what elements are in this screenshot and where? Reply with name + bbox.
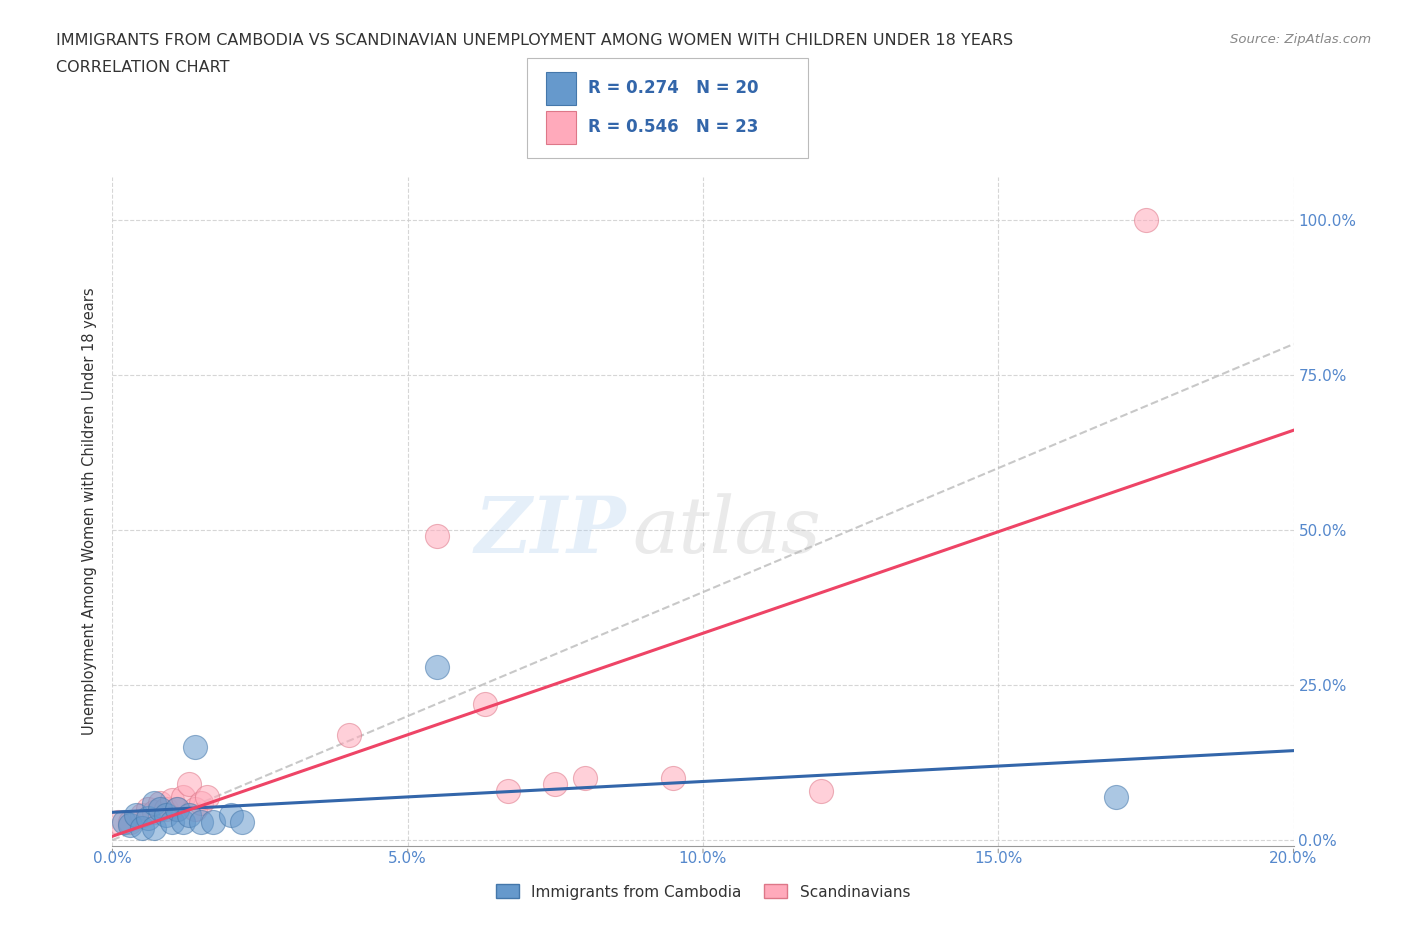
Point (496, 783, 519, 798)
Point (136, 802, 159, 817)
Point (172, 814, 194, 829)
Point (155, 808, 177, 823)
Point (142, 820, 165, 835)
Point (149, 795, 172, 810)
Point (426, 659, 449, 674)
Point (195, 790, 218, 804)
Point (219, 808, 242, 823)
Point (201, 814, 224, 829)
Legend: Immigrants from Cambodia, Scandinavians: Immigrants from Cambodia, Scandinavians (489, 878, 917, 906)
Point (172, 790, 194, 804)
Text: Source: ZipAtlas.com: Source: ZipAtlas.com (1230, 33, 1371, 46)
Point (574, 771, 596, 786)
Point (190, 814, 212, 829)
Point (426, 529, 449, 544)
Text: atlas: atlas (633, 494, 821, 570)
Point (120, 814, 142, 829)
Point (120, 817, 142, 832)
Point (231, 814, 253, 829)
Text: CORRELATION CHART: CORRELATION CHART (56, 60, 229, 75)
Point (136, 811, 159, 826)
Text: R = 0.274   N = 20: R = 0.274 N = 20 (588, 79, 758, 98)
Point (131, 820, 153, 835)
Point (166, 802, 188, 817)
Point (125, 808, 148, 823)
Point (810, 783, 832, 798)
Point (1135, 213, 1157, 228)
Point (184, 739, 207, 754)
Point (166, 802, 188, 817)
Text: ZIP: ZIP (475, 493, 626, 570)
Point (149, 802, 172, 817)
Point (179, 777, 201, 791)
Point (544, 777, 567, 791)
Y-axis label: Unemployment Among Women with Children Under 18 years: Unemployment Among Women with Children U… (82, 287, 97, 736)
Point (1105, 790, 1128, 804)
Point (184, 802, 207, 817)
Point (474, 697, 496, 711)
Point (160, 814, 183, 829)
Point (160, 792, 183, 807)
Point (662, 771, 685, 786)
Point (142, 795, 165, 810)
Point (179, 808, 201, 823)
Text: R = 0.546   N = 23: R = 0.546 N = 23 (588, 118, 758, 137)
Text: IMMIGRANTS FROM CAMBODIA VS SCANDINAVIAN UNEMPLOYMENT AMONG WOMEN WITH CHILDREN : IMMIGRANTS FROM CAMBODIA VS SCANDINAVIAN… (56, 33, 1014, 47)
Point (337, 727, 360, 742)
Point (112, 814, 135, 829)
Point (155, 802, 177, 817)
Point (107, 814, 129, 829)
Point (190, 795, 212, 810)
Point (142, 804, 165, 819)
Point (131, 808, 153, 823)
